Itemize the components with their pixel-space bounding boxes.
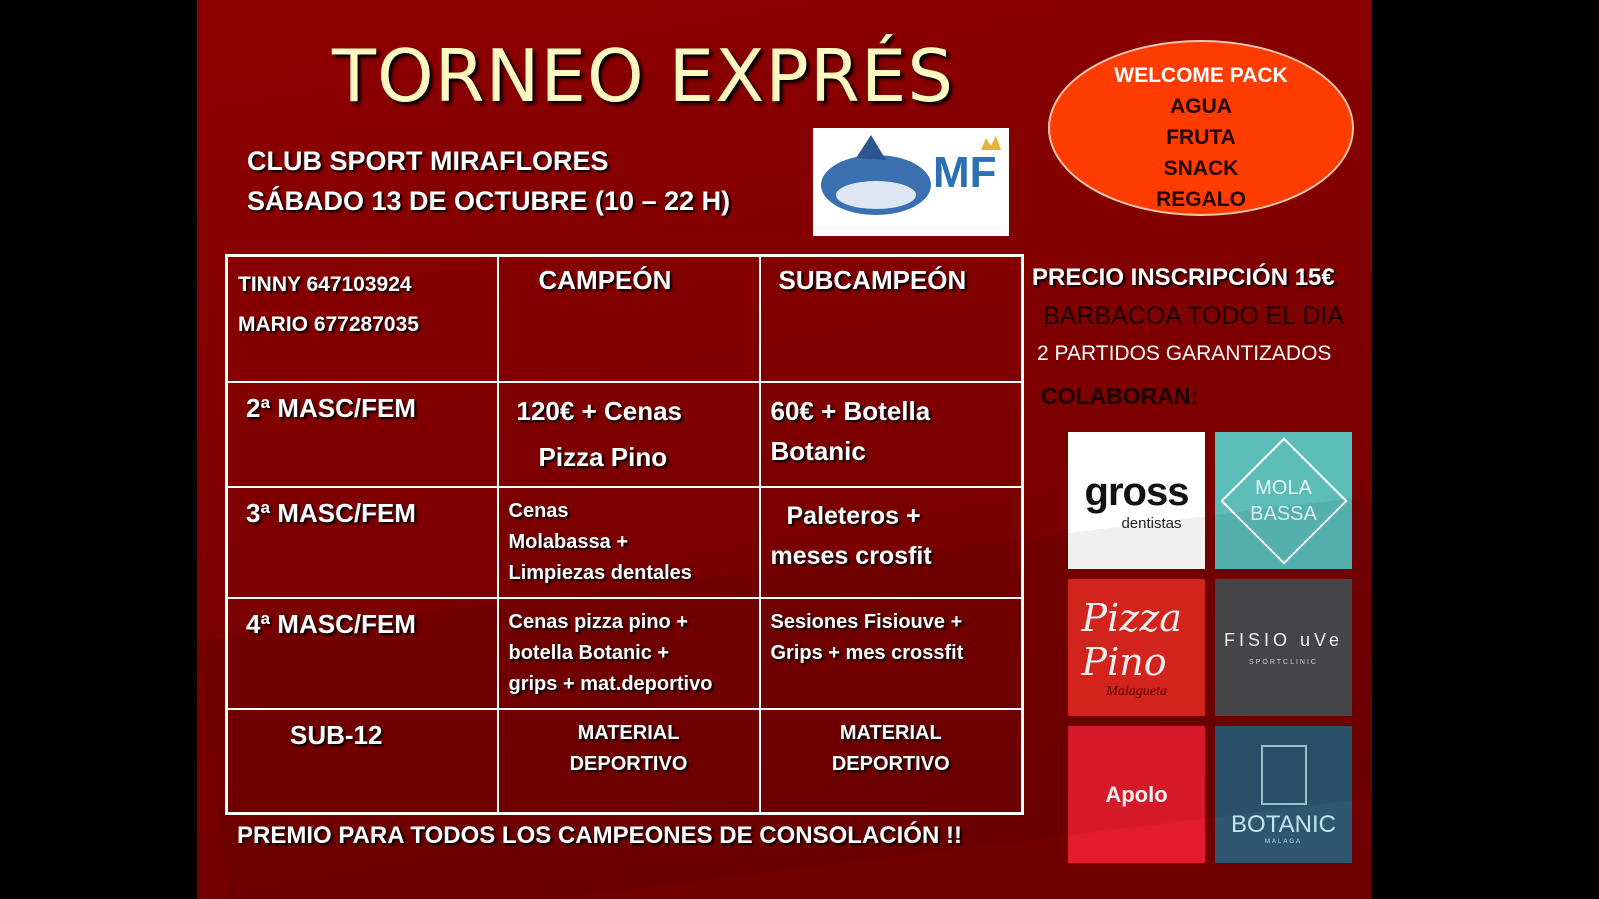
category: SUB-12 <box>225 707 499 815</box>
sponsor-apolo: Apolo <box>1068 726 1205 863</box>
prize-line: meses crosfit <box>770 541 932 570</box>
sponsor-fisiouve: FISIO uVe SPORTCLINIC <box>1215 579 1352 716</box>
sponsor-name: gross <box>1084 469 1190 514</box>
category: 4ª MASC/FEM <box>225 596 499 710</box>
sponsor-sub: dentistas <box>1121 514 1182 532</box>
category: 2ª MASC/FEM <box>225 380 499 488</box>
runner-up-prize: Paleteros + meses crosfit <box>758 485 1024 599</box>
prize-line: MATERIAL <box>839 721 942 744</box>
sponsor-name: Apolo <box>1105 781 1168 807</box>
runner-up-prize: MATERIAL DEPORTIVO <box>758 707 1024 815</box>
prize-line: Sesiones Fisiouve + <box>770 610 963 633</box>
prize-line: botella Botanic + <box>508 641 670 664</box>
footer-note: PREMIO PARA TODOS LOS CAMPEONES DE CONSO… <box>237 822 962 849</box>
prize-line: Molabassa + <box>508 530 629 553</box>
bbq-info: BARBACOA TODO EL DIA <box>1043 302 1345 330</box>
sponsor-pizza-pino: Pizza Pino Malagueta <box>1068 579 1205 716</box>
champion-prize: Cenas pizza pino + botella Botanic + grips… <box>496 596 761 710</box>
welcome-item: REGALO <box>1156 188 1246 211</box>
contacts-cell: TINNY 647103924 MARIO 677287035 <box>225 254 499 383</box>
sponsor-sub: Malagueta <box>1106 683 1167 699</box>
runner-up-prize: 60€ + Botella Botanic <box>758 380 1024 488</box>
champion-prize: 120€ + Cenas Pizza Pino <box>496 380 761 488</box>
prize-line: Paleteros + <box>786 501 921 530</box>
prize-line: DEPORTIVO <box>831 752 950 775</box>
sponsor-sub: MALAGA <box>1264 838 1302 845</box>
prize-line: Botanic <box>770 435 866 466</box>
prize-line: grips + mat.deportivo <box>508 672 713 695</box>
table-row: 2ª MASC/FEM 120€ + Cenas Pizza Pino 60€ +… <box>225 380 1024 488</box>
prize-line: Cenas pizza pino + <box>508 610 688 633</box>
welcome-item: FRUTA <box>1166 126 1236 149</box>
prize-line: MATERIAL <box>577 721 680 744</box>
prize-line: DEPORTIVO <box>569 752 688 775</box>
runner-up-prize: Sesiones Fisiouve + Grips + mes crossfit <box>758 596 1024 710</box>
prize-line: Grips + mes crossfit <box>770 641 964 664</box>
champion-prize: MATERIAL DEPORTIVO <box>496 707 761 815</box>
shark-icon <box>821 135 1001 215</box>
matches-info: 2 PARTIDOS GARANTIZADOS <box>1037 342 1332 365</box>
header-champion: CAMPEÓN <box>496 254 761 383</box>
welcome-item: SNACK <box>1163 157 1239 180</box>
table-row: 3ª MASC/FEM Cenas Molabassa + Limpiezas de… <box>225 485 1024 599</box>
sponsor-name: FISIO uVe <box>1223 629 1344 650</box>
club-logo-text: MF <box>933 148 997 197</box>
club-logo: MF <box>813 128 1009 236</box>
welcome-item: AGUA <box>1170 95 1232 118</box>
sponsor-molabassa: MOLA BASSA <box>1215 432 1352 569</box>
header-runner-up: SUBCAMPEÓN <box>758 254 1024 383</box>
registration-price: PRECIO INSCRIPCIÓN 15€ <box>1032 264 1335 291</box>
champion-prize: Cenas Molabassa + Limpiezas dentales <box>496 485 761 599</box>
botanic-emblem-icon <box>1260 744 1307 805</box>
sponsor-name: Pizza Pino <box>1081 595 1182 684</box>
sponsors-label: COLABORAN: <box>1041 383 1199 409</box>
prize-line: Cenas <box>508 499 569 522</box>
prize-line: Limpiezas dentales <box>508 561 692 584</box>
sponsor-botanic: BOTANIC MALAGA <box>1215 726 1352 863</box>
club-name: CLUB SPORT MIRAFLORES <box>247 146 609 176</box>
event-date: SÁBADO 13 DE OCTUBRE (10 – 22 H) <box>247 186 731 216</box>
prize-line: 60€ + Botella <box>770 395 931 426</box>
contact: MARIO 677287035 <box>238 313 419 336</box>
sponsor-gross: gross dentistas <box>1068 432 1205 569</box>
contact: TINNY 647103924 <box>238 273 412 296</box>
welcome-pack: WELCOME PACK AGUA FRUTA SNACK REGALO <box>1048 40 1354 216</box>
category: 3ª MASC/FEM <box>225 485 499 599</box>
sponsor-name: BOTANIC <box>1231 810 1336 838</box>
poster: TORNEO EXPRÉS CLUB SPORT MIRAFLORES SÁBA… <box>197 0 1372 899</box>
diamond-icon <box>1219 436 1348 565</box>
prize-line: 120€ + Cenas <box>516 395 683 426</box>
prizes-table: TINNY 647103924 MARIO 677287035 CAMPEÓN S… <box>225 254 1024 815</box>
sponsor-sub: SPORTCLINIC <box>1249 658 1318 666</box>
title: TORNEO EXPRÉS <box>332 34 955 118</box>
prize-line: Pizza Pino <box>538 441 668 472</box>
table-row: 4ª MASC/FEM Cenas pizza pino + botella Bo… <box>225 596 1024 710</box>
welcome-pack-title: WELCOME PACK <box>1114 64 1288 87</box>
table-row: SUB-12 MATERIAL DEPORTIVO MATERIAL DEPORTI… <box>225 707 1024 815</box>
table-header-row: TINNY 647103924 MARIO 677287035 CAMPEÓN S… <box>225 254 1024 383</box>
